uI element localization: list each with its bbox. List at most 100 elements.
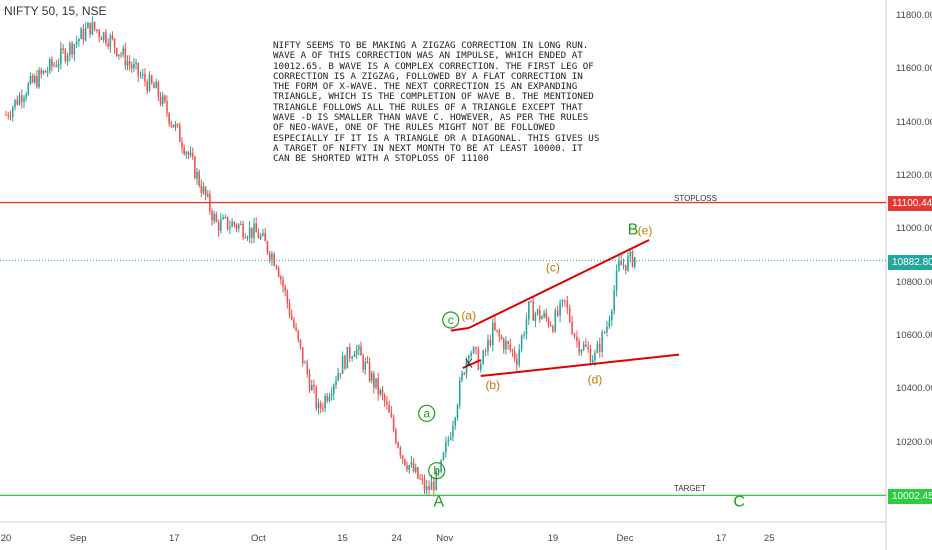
candle-body — [306, 362, 309, 375]
candle-body — [170, 123, 173, 125]
candle-body — [240, 223, 242, 225]
candle-body — [346, 346, 349, 369]
candle-body — [118, 54, 120, 56]
candle-body — [576, 336, 578, 342]
target-price-badge: 10002.45 — [888, 489, 932, 504]
candle-body — [388, 404, 390, 413]
candle-body — [498, 330, 501, 337]
candle-body — [494, 322, 496, 330]
candle-body — [573, 333, 576, 337]
candle-body — [397, 442, 399, 448]
candle-body — [479, 363, 482, 370]
candle-body — [202, 186, 205, 194]
candle-body — [516, 358, 518, 365]
candle-body — [399, 447, 402, 456]
wave-label: b — [433, 464, 440, 478]
candle-body — [509, 344, 512, 350]
candle-body — [80, 28, 82, 39]
candle-body — [109, 35, 112, 47]
candle-body — [392, 417, 395, 430]
candle-body — [93, 21, 96, 30]
x-tick-label: 20 — [0, 533, 12, 544]
candle-body — [568, 308, 571, 322]
current-price-badge: 10882.80 — [888, 255, 932, 270]
y-tick-label: 11600.00 — [896, 63, 932, 75]
candle-body — [191, 152, 194, 158]
candle-body — [82, 28, 85, 41]
y-tick-label: 11800.00 — [896, 10, 932, 21]
candle-body — [179, 125, 181, 142]
candle-body — [556, 310, 559, 316]
candle-body — [589, 348, 592, 363]
candle-body — [417, 467, 419, 479]
wave-circle — [418, 404, 436, 422]
x-tick-label: Sep — [69, 533, 87, 544]
candle-body — [18, 95, 21, 105]
candle-body — [174, 123, 177, 128]
candle-body — [100, 37, 103, 41]
candle-body — [91, 21, 94, 35]
candle-body — [198, 171, 200, 186]
candle-body — [355, 349, 358, 355]
candle-body — [631, 251, 634, 267]
candle-body — [566, 300, 569, 309]
candle-body — [520, 335, 523, 350]
candle-body — [620, 260, 623, 266]
candle-body — [518, 349, 521, 365]
candle-body — [135, 62, 137, 64]
candle-body — [237, 224, 240, 229]
candle-body — [224, 216, 227, 218]
candle-body — [587, 346, 589, 349]
candle-body — [351, 356, 353, 359]
candle-body — [231, 221, 233, 227]
candle-body — [233, 221, 236, 225]
candle-body — [571, 321, 573, 334]
candle-body — [360, 346, 362, 356]
candle-body — [326, 395, 329, 401]
candle-body — [96, 29, 98, 31]
candle-body — [255, 223, 258, 233]
candle-body — [71, 43, 73, 55]
candle-body — [33, 76, 36, 83]
candle-body — [475, 347, 477, 350]
candle-body — [155, 82, 158, 89]
candle-body — [157, 82, 160, 97]
candle-body — [414, 467, 417, 472]
candle-body — [366, 361, 369, 363]
candle-body — [470, 353, 472, 356]
candle-body — [204, 186, 207, 196]
candle-body — [23, 97, 25, 103]
candle-body — [559, 302, 561, 316]
candle-body — [55, 64, 58, 67]
candle-body — [89, 22, 91, 35]
candle-body — [618, 260, 620, 271]
candle-body — [286, 291, 289, 304]
candle-body — [217, 221, 220, 231]
candle-body — [339, 373, 342, 375]
candle-body — [14, 99, 16, 108]
y-tick-label: 10600.00 — [896, 330, 932, 341]
candle-body — [159, 96, 162, 105]
candle-body — [487, 339, 489, 352]
candle-body — [585, 344, 587, 347]
candle-body — [528, 301, 530, 320]
candle-body — [603, 332, 606, 334]
x-tick-label: Oct — [251, 533, 266, 544]
candle-body — [578, 341, 580, 353]
candle-body — [73, 44, 76, 55]
x-tick-label: 19 — [547, 533, 559, 544]
candle-body — [251, 227, 253, 238]
wave-label: (a) — [461, 309, 476, 323]
candle-body — [435, 470, 438, 491]
candle-body — [317, 403, 320, 409]
x-tick-label: 24 — [391, 533, 402, 544]
candle-body — [412, 462, 415, 472]
candle-body — [196, 171, 198, 179]
candle-body — [299, 339, 302, 348]
candle-body — [406, 465, 408, 470]
candle-body — [268, 252, 271, 260]
candle-body — [211, 211, 213, 221]
candle-body — [313, 384, 315, 388]
candle-body — [78, 38, 80, 42]
